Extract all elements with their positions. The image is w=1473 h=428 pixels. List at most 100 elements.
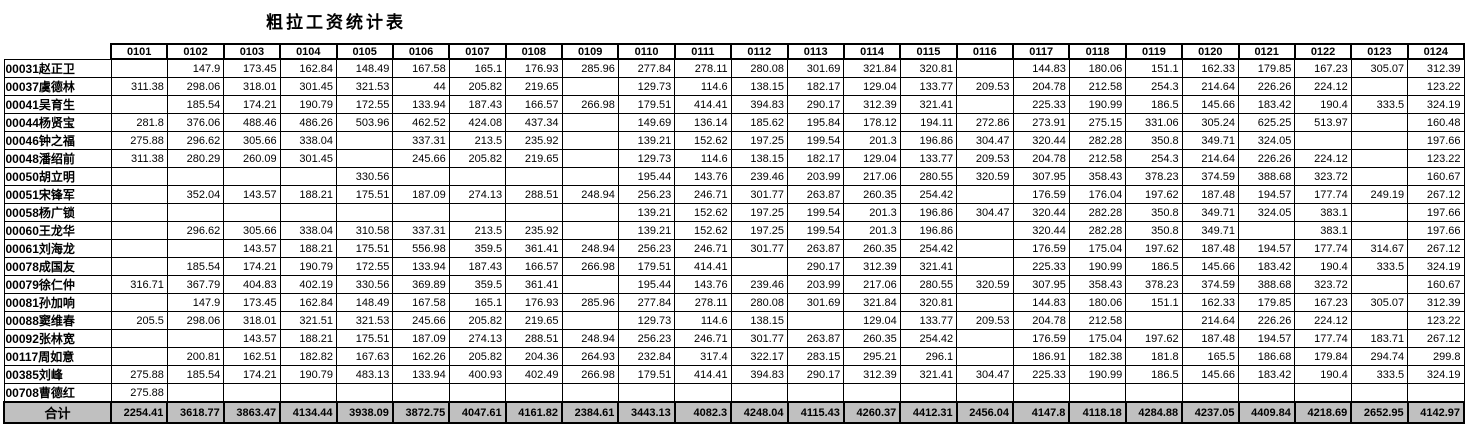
- cell[interactable]: 182.38: [1068, 347, 1127, 366]
- cell[interactable]: [279, 383, 338, 403]
- cell[interactable]: 277.84: [617, 293, 676, 312]
- cell[interactable]: [561, 275, 619, 294]
- cell[interactable]: [110, 293, 168, 312]
- total-cell[interactable]: 2652.95: [1350, 401, 1409, 424]
- cell[interactable]: 145.66: [1181, 257, 1240, 276]
- cell[interactable]: [1350, 383, 1409, 403]
- column-header-0108[interactable]: 0108: [504, 43, 564, 60]
- cell[interactable]: 162.26: [392, 347, 450, 366]
- cell[interactable]: 333.5: [1350, 257, 1409, 276]
- cell[interactable]: 260.35: [843, 185, 901, 204]
- cell[interactable]: 263.87: [786, 329, 845, 348]
- cell[interactable]: 162.84: [279, 58, 338, 78]
- cell[interactable]: 312.39: [843, 257, 901, 276]
- cell[interactable]: 190.4: [1294, 365, 1352, 384]
- cell[interactable]: 165.1: [448, 58, 507, 78]
- cell[interactable]: 180.06: [1068, 293, 1127, 312]
- cell[interactable]: 383.1: [1294, 203, 1352, 222]
- cell[interactable]: 320.81: [899, 58, 958, 78]
- cell[interactable]: 225.33: [1012, 257, 1070, 276]
- cell[interactable]: 177.74: [1294, 185, 1352, 204]
- cell[interactable]: 129.04: [843, 149, 901, 168]
- cell[interactable]: 179.51: [617, 95, 676, 114]
- cell[interactable]: 278.11: [674, 58, 732, 78]
- total-cell[interactable]: 3872.75: [391, 401, 451, 424]
- cell[interactable]: 205.82: [448, 347, 507, 366]
- cell[interactable]: 305.07: [1350, 293, 1409, 312]
- cell[interactable]: [561, 131, 619, 150]
- cell[interactable]: 298.06: [166, 311, 225, 330]
- row-label[interactable]: 00385刘峰: [3, 365, 112, 384]
- cell[interactable]: 166.57: [505, 257, 563, 276]
- cell[interactable]: 167.23: [1294, 293, 1352, 312]
- cell[interactable]: 212.58: [1068, 311, 1127, 330]
- cell[interactable]: 217.06: [843, 275, 901, 294]
- cell[interactable]: 179.51: [617, 257, 676, 276]
- cell[interactable]: [279, 167, 338, 186]
- cell[interactable]: 274.13: [448, 329, 507, 348]
- cell[interactable]: 316.71: [110, 275, 168, 294]
- cell[interactable]: [1125, 383, 1183, 403]
- cell[interactable]: 274.13: [448, 185, 507, 204]
- cell[interactable]: [110, 203, 168, 222]
- cell[interactable]: [392, 383, 450, 403]
- cell[interactable]: 333.5: [1350, 365, 1409, 384]
- cell[interactable]: 330.56: [335, 167, 394, 186]
- cell[interactable]: 160.67: [1407, 275, 1465, 294]
- cell[interactable]: 301.77: [730, 239, 789, 258]
- cell[interactable]: 321.84: [843, 58, 901, 78]
- cell[interactable]: 275.88: [110, 131, 168, 150]
- column-header-0112[interactable]: 0112: [730, 43, 789, 60]
- cell[interactable]: 282.28: [1068, 221, 1127, 240]
- cell[interactable]: [223, 203, 281, 222]
- row-label[interactable]: 00051宋锋军: [3, 185, 112, 204]
- cell[interactable]: 321.53: [335, 311, 394, 330]
- cell[interactable]: 162.33: [1181, 58, 1240, 78]
- cell[interactable]: 304.47: [956, 365, 1014, 384]
- cell[interactable]: [335, 203, 394, 222]
- cell[interactable]: 266.98: [561, 365, 619, 384]
- cell[interactable]: 312.39: [1407, 293, 1465, 312]
- cell[interactable]: 275.88: [110, 383, 168, 403]
- cell[interactable]: 214.64: [1181, 149, 1240, 168]
- total-cell[interactable]: 4082.3: [673, 401, 733, 424]
- cell[interactable]: 367.79: [166, 275, 225, 294]
- cell[interactable]: 483.13: [335, 365, 394, 384]
- cell[interactable]: 186.5: [1125, 365, 1183, 384]
- cell[interactable]: 190.99: [1068, 365, 1127, 384]
- cell[interactable]: [1125, 311, 1183, 330]
- cell[interactable]: [166, 167, 225, 186]
- total-cell[interactable]: 3618.77: [166, 401, 225, 424]
- total-cell[interactable]: 4409.84: [1237, 401, 1296, 424]
- cell[interactable]: 197.66: [1407, 131, 1465, 150]
- cell[interactable]: 197.66: [1407, 203, 1465, 222]
- cell[interactable]: [1294, 383, 1352, 403]
- cell[interactable]: 254.3: [1125, 149, 1183, 168]
- cell[interactable]: 318.01: [223, 77, 281, 96]
- row-label[interactable]: 00081孙加响: [3, 293, 112, 312]
- cell[interactable]: 330.56: [335, 275, 394, 294]
- cell[interactable]: 301.77: [730, 185, 789, 204]
- cell[interactable]: 185.54: [166, 365, 225, 384]
- total-cell[interactable]: 4142.97: [1406, 401, 1466, 424]
- cell[interactable]: [786, 311, 845, 330]
- cell[interactable]: 138.15: [730, 77, 789, 96]
- cell[interactable]: 349.71: [1181, 203, 1240, 222]
- cell[interactable]: 179.84: [1294, 347, 1352, 366]
- row-label[interactable]: 00037虞德林: [3, 77, 112, 96]
- cell[interactable]: [1350, 221, 1409, 240]
- cell[interactable]: 133.77: [899, 149, 958, 168]
- cell[interactable]: 256.23: [617, 185, 676, 204]
- cell[interactable]: 280.08: [730, 293, 789, 312]
- total-cell[interactable]: 4248.04: [730, 401, 789, 424]
- cell[interactable]: 254.42: [899, 239, 958, 258]
- cell[interactable]: 556.98: [392, 239, 450, 258]
- row-label[interactable]: 00708曹德红: [3, 383, 112, 403]
- cell[interactable]: 219.65: [505, 311, 563, 330]
- cell[interactable]: 324.05: [1237, 203, 1296, 222]
- cell[interactable]: 145.66: [1181, 95, 1240, 114]
- cell[interactable]: 424.08: [448, 113, 507, 132]
- cell[interactable]: 320.59: [956, 275, 1014, 294]
- cell[interactable]: 235.92: [505, 131, 563, 150]
- cell[interactable]: 277.84: [617, 58, 676, 78]
